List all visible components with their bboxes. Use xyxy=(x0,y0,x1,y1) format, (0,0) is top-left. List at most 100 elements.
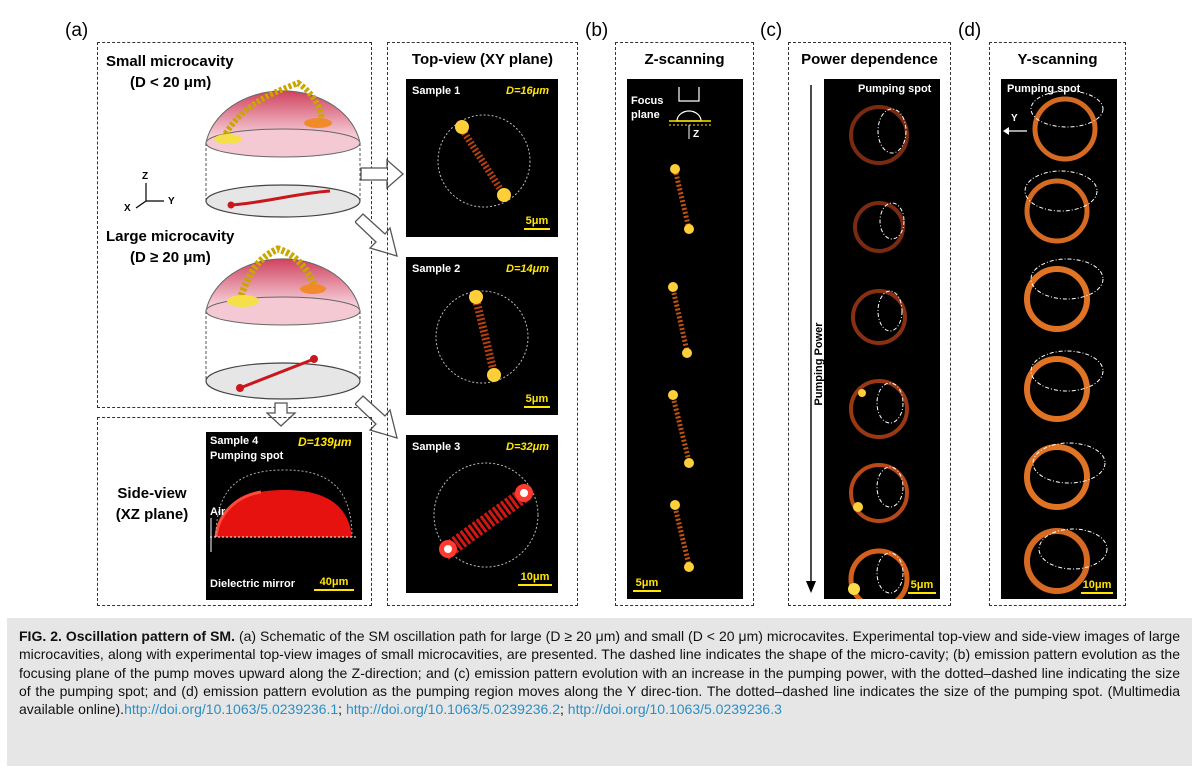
sample2-diameter: D=14μm xyxy=(506,263,550,275)
arrow-to-sample3 xyxy=(355,395,398,439)
sample2-scalebar: 5μm xyxy=(524,393,550,408)
power-arrow xyxy=(806,85,816,593)
top-view-title: Top-view (XY plane) xyxy=(411,51,554,68)
arrow-to-sample2 xyxy=(355,213,398,257)
sample3-scalebar: 10μm xyxy=(518,571,552,586)
top-view-drawing-1 xyxy=(437,114,531,208)
small-mode-path xyxy=(220,79,325,140)
y-scan-drawing xyxy=(1003,90,1108,594)
caption-separator-2: ; xyxy=(560,701,568,718)
caption-link-2[interactable]: http://doi.org/10.1063/5.0239236.2 xyxy=(345,701,561,718)
side-view-pump: Pumping spot xyxy=(210,450,284,462)
side-view-scale-label: 40μm xyxy=(319,576,349,588)
large-base-dot-left xyxy=(236,384,244,392)
power-scalebar: 5μm xyxy=(908,579,936,594)
z-scan-scale-bar xyxy=(633,590,661,592)
small-dome xyxy=(205,90,361,144)
sample3-diameter: D=32μm xyxy=(506,441,550,453)
y-scan-scalebar: 10μm xyxy=(1081,579,1113,594)
power-box: Power dependence Pumping Power Pumping s… xyxy=(788,42,951,606)
axis-z-label: Z xyxy=(142,171,148,182)
connector-arrows xyxy=(355,158,404,439)
schematic-drawing: Z X Y xyxy=(124,79,361,400)
power-pump-label: Pumping spot xyxy=(858,83,932,95)
small-base-dot-left xyxy=(227,201,235,209)
sample1-label: Sample 1 xyxy=(412,85,461,97)
schematic-box: Small microcavity (D < 20 μm) Large micr… xyxy=(97,42,372,408)
z-scan-box: Z-scanning Focus plane Z 5μm xyxy=(615,42,754,606)
side-view-air: Air xyxy=(210,506,226,518)
top-view-drawing-3 xyxy=(433,462,539,568)
side-view-cavity-outline xyxy=(215,469,353,538)
sample2-scale-label: 5μm xyxy=(525,393,549,405)
caption-label: FIG. 2. Oscillation pattern of SM. xyxy=(19,628,235,644)
caption-link-3[interactable]: http://doi.org/10.1063/5.0239236.3 xyxy=(567,701,782,718)
y-scan-box: Y-scanning Pumping spot Y 10μm xyxy=(989,42,1126,606)
sample2-scale-bar xyxy=(524,406,550,408)
panel-label-a: (a) xyxy=(65,20,89,41)
large-base-dot-right xyxy=(310,355,318,363)
side-view-sample: Sample 4 xyxy=(210,435,259,447)
sample3-scale-bar xyxy=(518,584,552,586)
side-view-diameter: D=139μm xyxy=(298,435,352,449)
caption-link-1[interactable]: http://doi.org/10.1063/5.0239236.1 xyxy=(124,701,339,718)
z-scan-scale-label: 5μm xyxy=(635,577,659,589)
figure-caption: FIG. 2. Oscillation pattern of SM. (a) S… xyxy=(7,618,1192,766)
small-spot-right xyxy=(304,118,332,128)
axis-x-line xyxy=(135,200,147,209)
sample1-diameter: D=16μm xyxy=(506,85,550,97)
y-scan-title: Y-scanning xyxy=(1017,51,1098,68)
arrow-down-to-sideview xyxy=(266,402,297,427)
top-view-image-1: Sample 1 D=16μm 5μm xyxy=(406,79,558,237)
side-view-emission-edge xyxy=(214,490,262,538)
large-mode-path xyxy=(234,245,320,307)
power-title: Power dependence xyxy=(801,51,938,68)
panel-label-d: (d) xyxy=(958,20,982,41)
small-microcavity-size: (D < 20 μm) xyxy=(130,74,212,91)
power-scale-label: 5μm xyxy=(910,579,934,591)
sample1-scale-bar xyxy=(524,228,550,230)
axis-y-label: Y xyxy=(168,196,175,207)
power-image: Pumping spot 5μm xyxy=(824,79,940,599)
side-view-mirror: Dielectric mirror xyxy=(210,578,295,590)
focus-label: Focus xyxy=(631,95,664,107)
focus-plane-label: plane xyxy=(631,109,660,121)
side-view-scalebar: 40μm xyxy=(314,576,354,591)
y-scan-scale-label: 10μm xyxy=(1082,579,1112,591)
large-spot-right xyxy=(300,284,326,294)
side-view-title: Side-view xyxy=(117,485,187,502)
y-axis-label: Y xyxy=(1011,113,1018,124)
sample3-label: Sample 3 xyxy=(412,441,461,453)
top-view-image-3: Sample 3 D=32μm 10μm xyxy=(406,435,558,593)
top-view-box: Top-view (XY plane) Sample 1 D=16μm 5μm … xyxy=(387,42,578,606)
top-view-image-2: Sample 2 D=14μm 5μm xyxy=(406,257,558,415)
panel-label-b: (b) xyxy=(585,20,609,41)
side-view-plane: (XZ plane) xyxy=(115,506,189,523)
caption-text: (a) Schematic of the SM oscillation path… xyxy=(19,628,1180,718)
y-scan-scale-bar xyxy=(1081,592,1113,594)
panel-label-c: (c) xyxy=(760,20,783,41)
large-microcavity-title: Large microcavity xyxy=(106,228,235,245)
caption-separator-1: ; xyxy=(338,701,346,718)
small-microcavity-title: Small microcavity xyxy=(106,53,234,70)
large-base-path xyxy=(239,357,315,390)
z-scan-drawing xyxy=(668,87,711,572)
sample1-scale-label: 5μm xyxy=(525,215,549,227)
large-base-disk xyxy=(205,362,361,400)
small-base-disk xyxy=(205,184,361,218)
large-spot-left xyxy=(227,295,259,307)
axis-x-label: X xyxy=(124,203,131,214)
sample1-scalebar: 5μm xyxy=(524,215,550,230)
y-scan-pump-label: Pumping spot xyxy=(1007,83,1081,95)
z-scan-title: Z-scanning xyxy=(644,51,725,68)
side-view-drawing xyxy=(210,469,358,552)
side-view-emission xyxy=(216,490,352,537)
large-microcavity-size: (D ≥ 20 μm) xyxy=(130,249,211,266)
sample2-label: Sample 2 xyxy=(412,263,461,275)
power-drawing xyxy=(848,105,910,599)
sample3-scale-label: 10μm xyxy=(520,571,550,583)
z-scan-image: Focus plane Z 5μm xyxy=(627,79,743,599)
z-axis-label: Z xyxy=(693,129,700,140)
side-view-scale-bar xyxy=(314,589,354,591)
side-view-image: Sample 4 D=139μm Pumping spot Air Dielec… xyxy=(206,432,362,600)
